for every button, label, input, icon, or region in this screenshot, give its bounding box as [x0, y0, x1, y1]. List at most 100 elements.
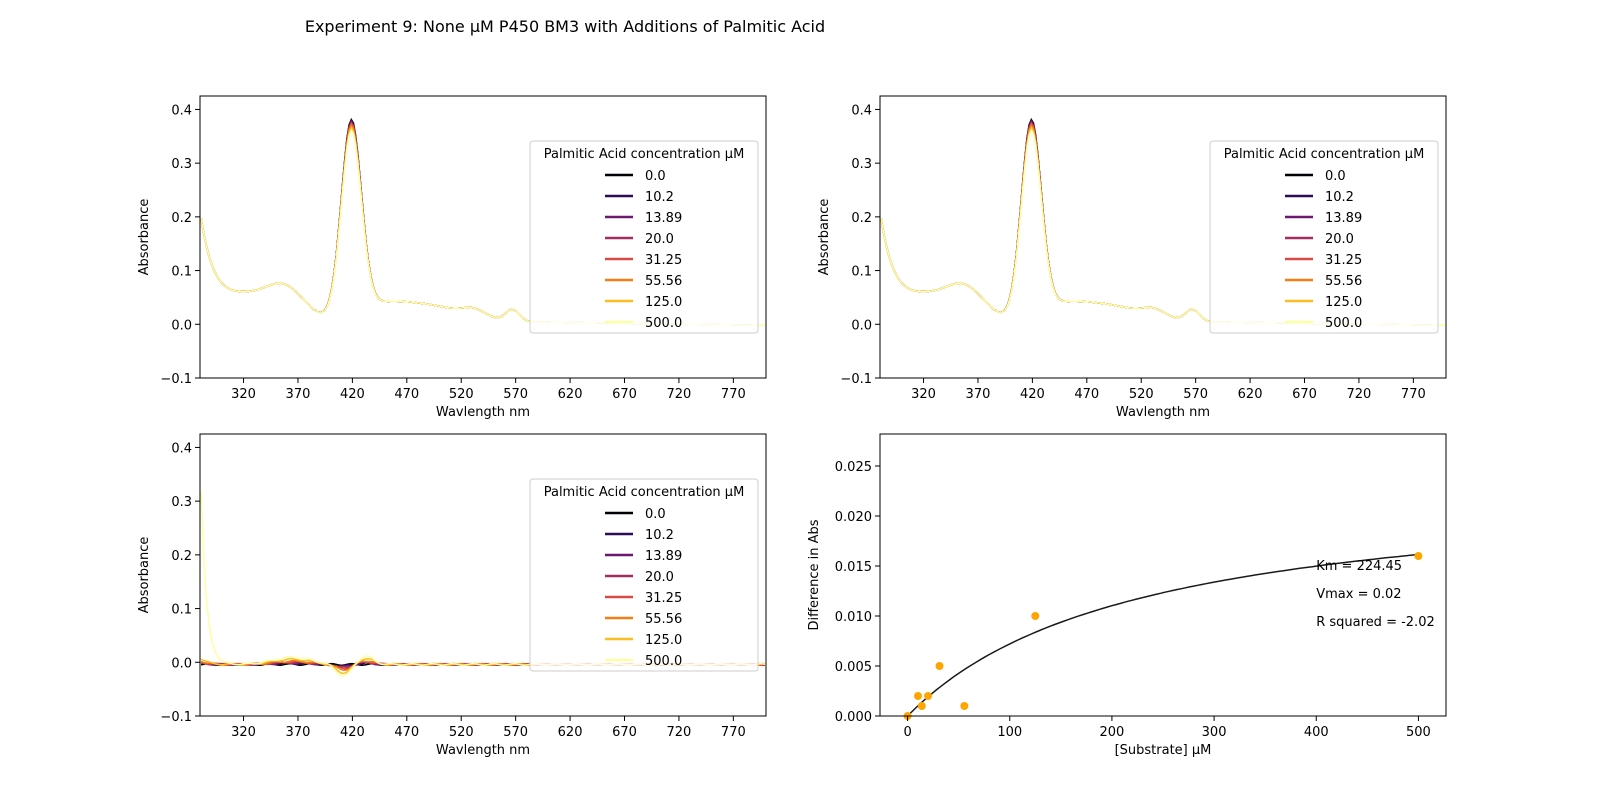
data-point-4	[935, 662, 944, 670]
x-tick-label: 620	[558, 725, 583, 740]
y-tick-label: 0.1	[171, 603, 192, 618]
legend-entry-0.0: 0.0	[645, 507, 666, 522]
legend-entry-13.89: 13.89	[1325, 211, 1362, 226]
x-axis-label: [Substrate] μM	[1115, 743, 1212, 758]
y-tick-label: 0.020	[835, 510, 872, 525]
y-tick-label: −0.1	[160, 710, 192, 725]
x-axis-label: Wavlength nm	[436, 743, 530, 758]
legend-entry-55.56: 55.56	[645, 612, 682, 627]
x-tick-label: 570	[1183, 387, 1208, 402]
legend: Palmitic Acid concentration μM 0.0 10.2 13.…	[1209, 140, 1439, 334]
fit-annotation-2: R squared = -2.02	[1316, 615, 1435, 630]
axes-frame	[199, 433, 767, 717]
chart-panels: 320 370 420 470 520 570 620 670 720 770 −0.1 0.0 0.1…	[137, 95, 1447, 758]
axes-frame	[879, 433, 1447, 717]
x-tick-label: 770	[721, 387, 746, 402]
fit-annotation-1: Vmax = 0.02	[1316, 587, 1401, 602]
y-tick-label: 0.3	[171, 157, 192, 172]
y-tick-label: 0.3	[851, 157, 872, 172]
series-lines	[200, 117, 765, 327]
x-axis-label: Wavlength nm	[436, 405, 530, 420]
legend-entry-125.0: 125.0	[1325, 295, 1362, 310]
y-tick-label: 0.1	[851, 265, 872, 280]
legend-box	[1209, 140, 1439, 334]
legend-entry-20.0: 20.0	[645, 232, 674, 247]
legend-entry-0.0: 0.0	[1325, 169, 1346, 184]
x-tick-label: 370	[966, 387, 991, 402]
legend: Palmitic Acid concentration μM 0.0 10.2 13.…	[529, 140, 759, 334]
y-tick-label: 0.4	[851, 103, 872, 118]
y-tick-label: 0.4	[171, 441, 192, 456]
x-tick-label: 320	[231, 725, 256, 740]
x-tick-label: 520	[449, 387, 474, 402]
x-tick-label: 420	[340, 725, 365, 740]
y-tick-label: 0.2	[171, 549, 192, 564]
y-tick-label: 0.2	[851, 211, 872, 226]
legend-box	[529, 140, 759, 334]
x-tick-label: 570	[503, 725, 528, 740]
data-point-3	[924, 692, 933, 700]
axes-frame	[199, 95, 767, 379]
x-tick-label: 500	[1406, 725, 1431, 740]
legend-entry-10.2: 10.2	[1325, 190, 1354, 205]
data-point-7	[1414, 552, 1423, 560]
x-tick-label: 420	[1020, 387, 1045, 402]
y-tick-label: −0.1	[160, 372, 192, 387]
legend-entry-0.0: 0.0	[645, 169, 666, 184]
x-tick-label: 720	[667, 387, 692, 402]
legend: Palmitic Acid concentration μM 0.0 10.2 13.…	[529, 478, 759, 672]
legend-entry-20.0: 20.0	[1325, 232, 1354, 247]
legend-title: Palmitic Acid concentration μM	[544, 485, 745, 500]
y-tick-label: 0.2	[171, 211, 192, 226]
legend-entry-31.25: 31.25	[645, 253, 682, 268]
fit-annotation-0: Km = 224.45	[1316, 559, 1402, 574]
x-tick-label: 470	[394, 725, 419, 740]
y-tick-label: 0.3	[171, 495, 192, 510]
x-tick-label: 670	[612, 725, 637, 740]
x-tick-label: 100	[997, 725, 1022, 740]
legend-entry-55.56: 55.56	[645, 274, 682, 289]
x-tick-label: 720	[667, 725, 692, 740]
x-tick-label: 370	[286, 387, 311, 402]
y-tick-label: 0.0	[171, 656, 192, 671]
y-tick-label: 0.0	[171, 318, 192, 333]
x-tick-label: 300	[1202, 725, 1227, 740]
y-tick-label: 0.015	[835, 560, 872, 575]
x-tick-label: 470	[394, 387, 419, 402]
legend-entry-500.0: 500.0	[645, 654, 682, 669]
chart-panel-michaelis-menten: 0 100 200 300 400 500 0.000 0.005 0.010 0.015 0.02…	[807, 433, 1447, 758]
legend-entry-125.0: 125.0	[645, 295, 682, 310]
data-point-5	[960, 702, 969, 710]
legend-entry-13.89: 13.89	[645, 549, 682, 564]
fit-curve	[907, 553, 1419, 717]
axes-frame	[879, 95, 1447, 379]
figure-title: Experiment 9: None μM P450 BM3 with Addi…	[305, 17, 825, 36]
x-tick-label: 200	[1100, 725, 1125, 740]
legend-entry-125.0: 125.0	[645, 633, 682, 648]
x-tick-label: 770	[721, 725, 746, 740]
legend-entry-10.2: 10.2	[645, 528, 674, 543]
x-axis-label: Wavlength nm	[1116, 405, 1210, 420]
y-axis-label: Absorbance	[817, 199, 832, 276]
x-tick-label: 670	[1292, 387, 1317, 402]
legend-title: Palmitic Acid concentration μM	[1224, 147, 1425, 162]
data-point-1	[914, 692, 923, 700]
legend-entry-10.2: 10.2	[645, 190, 674, 205]
y-tick-label: 0.0	[851, 318, 872, 333]
y-axis-label: Absorbance	[137, 537, 152, 614]
x-tick-label: 320	[911, 387, 936, 402]
legend-entry-20.0: 20.0	[645, 570, 674, 585]
legend-entry-31.25: 31.25	[645, 591, 682, 606]
chart-panel-spectra: 320 370 420 470 520 570 620 670 720 770 −0.1 0.0 0.1…	[137, 95, 767, 420]
y-tick-label: 0.010	[835, 610, 872, 625]
y-axis-label: Absorbance	[137, 199, 152, 276]
legend-entry-13.89: 13.89	[645, 211, 682, 226]
legend-entry-55.56: 55.56	[1325, 274, 1362, 289]
y-tick-label: 0.025	[835, 460, 872, 475]
y-tick-label: 0.4	[171, 103, 192, 118]
legend-entry-31.25: 31.25	[1325, 253, 1362, 268]
y-tick-label: 0.000	[835, 710, 872, 725]
chart-panel-spectra-smoothed: 320 370 420 470 520 570 620 670 720 770 −0.1 0.0 0.1…	[817, 95, 1447, 420]
x-tick-label: 620	[558, 387, 583, 402]
